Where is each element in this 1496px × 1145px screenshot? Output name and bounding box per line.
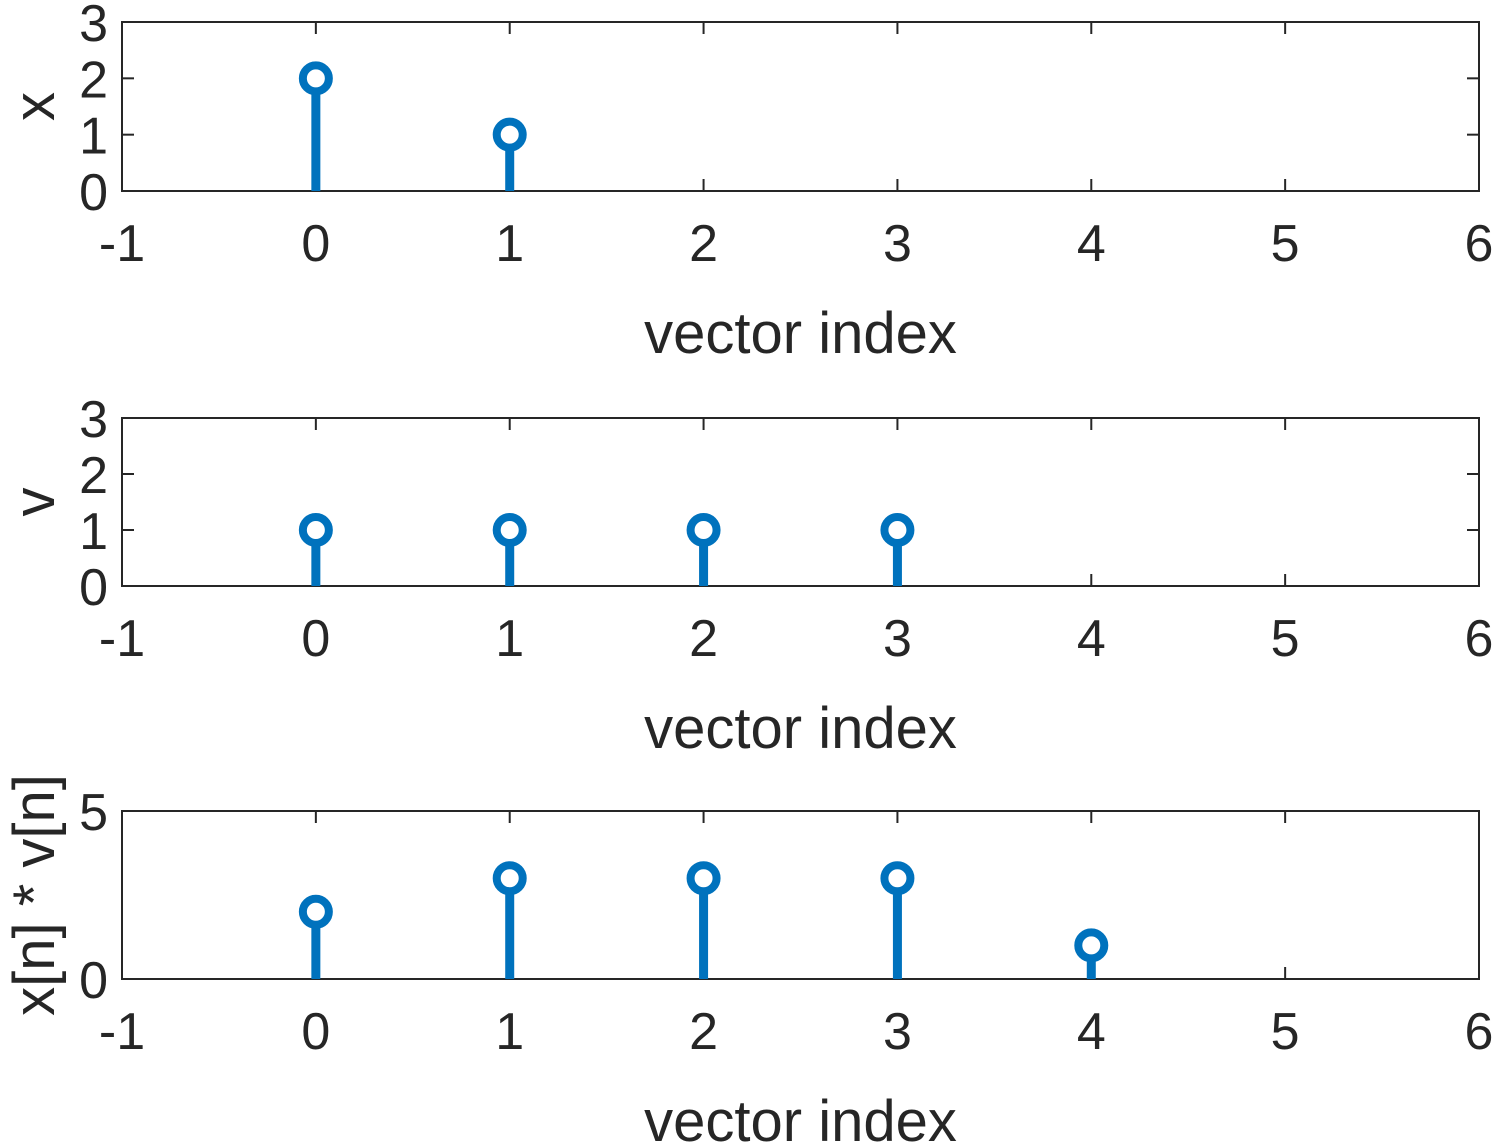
- stem-marker: [492, 861, 527, 896]
- stem-marker: [298, 894, 333, 929]
- x-tick-label: 0: [301, 1003, 330, 1061]
- x-tick-label: 6: [1465, 610, 1494, 668]
- x-tick-label: 0: [301, 610, 330, 668]
- stem-marker: [1074, 928, 1109, 963]
- stem-marker: [880, 513, 915, 547]
- x-tick-label: -1: [99, 1003, 145, 1061]
- stem-marker: [492, 513, 527, 547]
- x-tick-label: 5: [1271, 1003, 1300, 1061]
- x-tick-label: 2: [689, 215, 718, 273]
- y-tick-label: 0: [79, 164, 108, 222]
- y-tick-label: 2: [79, 447, 108, 505]
- x-tick-label: -1: [99, 610, 145, 668]
- stem-marker: [880, 861, 915, 896]
- x-tick-label: 6: [1465, 1003, 1494, 1061]
- stem-marker: [298, 513, 333, 547]
- y-tick-label: 0: [79, 559, 108, 617]
- x-axis-label: vector index: [644, 1089, 957, 1145]
- stem-marker: [686, 861, 721, 896]
- y-tick-label: 1: [79, 108, 108, 166]
- x-tick-label: 1: [495, 215, 524, 273]
- x-tick-label: 3: [883, 610, 912, 668]
- axes-box: [121, 810, 1480, 980]
- x-tick-label: 5: [1271, 610, 1300, 668]
- x-axis-label: vector index: [644, 696, 957, 761]
- y-tick-label: 2: [79, 51, 108, 109]
- x-tick-label: 1: [495, 610, 524, 668]
- stem-marker: [686, 513, 721, 547]
- y-tick-label: 1: [79, 503, 108, 561]
- y-tick-label: 5: [79, 784, 108, 842]
- x-tick-label: 0: [301, 215, 330, 273]
- x-tick-label: 4: [1077, 215, 1106, 273]
- x-tick-label: -1: [99, 215, 145, 273]
- y-axis-label: x: [2, 92, 67, 121]
- x-tick-label: 5: [1271, 215, 1300, 273]
- axes-box: [121, 417, 1480, 587]
- x-tick-label: 6: [1465, 215, 1494, 273]
- x-axis-label: vector index: [644, 301, 957, 366]
- y-tick-label: 0: [79, 952, 108, 1010]
- x-tick-label: 3: [883, 1003, 912, 1061]
- x-tick-label: 2: [689, 1003, 718, 1061]
- x-tick-label: 4: [1077, 1003, 1106, 1061]
- stem-marker: [298, 61, 333, 96]
- x-tick-label: 1: [495, 1003, 524, 1061]
- y-tick-label: 3: [79, 391, 108, 449]
- x-tick-label: 2: [689, 610, 718, 668]
- x-tick-label: 3: [883, 215, 912, 273]
- y-tick-label: 3: [79, 0, 108, 53]
- y-axis-label: v: [2, 488, 67, 517]
- axes-box: [121, 21, 1480, 192]
- stem-marker: [492, 117, 527, 152]
- y-axis-label: x[n] * v[n]: [2, 774, 67, 1016]
- x-tick-label: 4: [1077, 610, 1106, 668]
